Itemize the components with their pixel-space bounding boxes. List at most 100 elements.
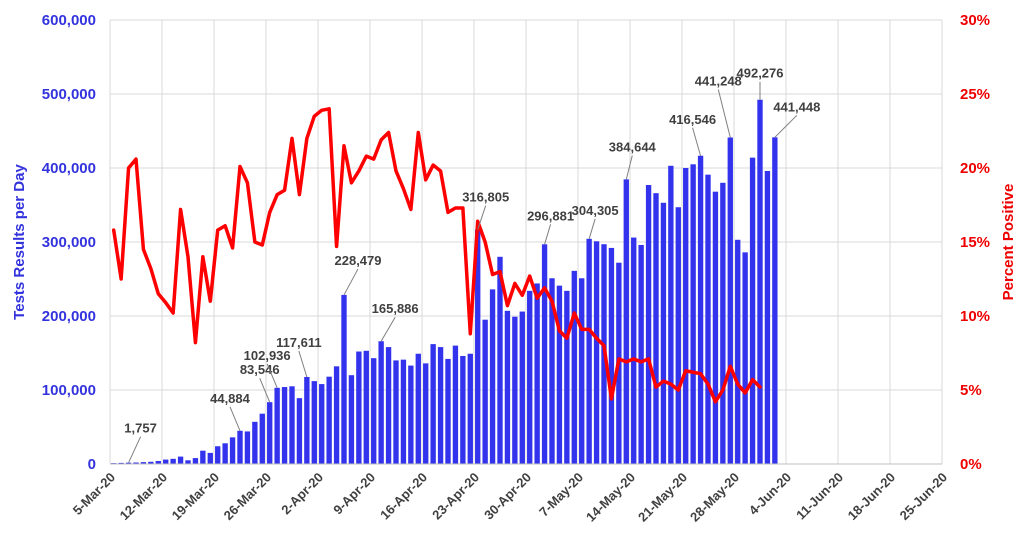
x-tick-label: 18-Jun-20 <box>845 470 899 524</box>
data-label: 228,479 <box>335 253 382 268</box>
data-label: 441,248 <box>695 73 742 88</box>
bar <box>653 193 659 464</box>
y2-tick-label: 30% <box>960 12 990 29</box>
annotation-leader <box>229 406 241 431</box>
data-label: 416,546 <box>669 112 716 127</box>
annotation-leader <box>588 218 596 239</box>
bar <box>675 207 681 464</box>
bar <box>504 310 511 464</box>
data-label: 304,305 <box>572 203 619 218</box>
x-tick-label: 23-Apr-20 <box>429 470 482 523</box>
y2-tick-label: 25% <box>960 86 990 103</box>
gridlines <box>109 19 943 465</box>
bar <box>333 366 340 464</box>
x-tick-label: 2-Apr-20 <box>278 470 326 518</box>
bar <box>593 241 600 464</box>
bar <box>437 347 444 464</box>
bar <box>697 155 704 464</box>
y-tick-label: 0 <box>88 456 96 473</box>
bar <box>319 384 325 464</box>
bar <box>475 229 481 464</box>
bar <box>489 289 496 464</box>
bar <box>133 462 139 464</box>
bar <box>371 358 377 464</box>
bar <box>556 285 563 464</box>
bar <box>712 191 719 464</box>
bar <box>148 461 154 464</box>
bar <box>579 278 585 464</box>
bar <box>549 278 555 464</box>
x-tick-label: 19-Mar-20 <box>169 470 223 524</box>
y2-tick-label: 5% <box>960 382 982 399</box>
y-tick-label: 100,000 <box>42 382 96 399</box>
y-tick-label: 300,000 <box>42 234 96 251</box>
bar <box>467 353 473 464</box>
bar <box>363 350 369 464</box>
y2-tick-label: 15% <box>960 234 990 251</box>
bar <box>378 341 384 464</box>
annotation-leader <box>380 316 396 342</box>
bar <box>155 461 161 464</box>
bar <box>482 319 488 464</box>
x-tick-label: 26-Mar-20 <box>221 470 275 524</box>
bar <box>415 353 421 464</box>
bar <box>527 290 533 464</box>
x-tick-label: 11-Jun-20 <box>793 470 846 523</box>
bar <box>668 165 674 464</box>
bar <box>631 237 637 464</box>
bar <box>534 283 540 464</box>
data-label: 83,546 <box>240 362 280 377</box>
annotation-leader <box>692 127 702 156</box>
bar <box>519 311 525 464</box>
annotation-leader <box>717 89 731 138</box>
bar <box>385 347 392 464</box>
bar <box>207 452 213 464</box>
bar <box>140 462 147 464</box>
bar <box>772 137 778 464</box>
bar <box>252 421 258 464</box>
x-tick-label: 21-May-20 <box>635 470 690 525</box>
y-tick-label: 500,000 <box>42 86 96 103</box>
bar <box>177 456 184 464</box>
bar <box>170 458 176 464</box>
y2-tick-label: 20% <box>960 160 990 177</box>
bar <box>311 381 317 464</box>
bar <box>304 376 310 464</box>
data-label: 165,886 <box>372 301 419 316</box>
bar <box>237 430 243 464</box>
annotation-leader <box>774 114 798 138</box>
bar <box>586 238 592 464</box>
bar <box>267 402 273 464</box>
x-tick-label: 5-Mar-20 <box>70 470 118 518</box>
annotation-leader <box>477 205 487 230</box>
bar <box>460 355 466 464</box>
line-series <box>111 107 762 404</box>
bar <box>512 316 518 464</box>
x-tick-label: 14-May-20 <box>583 470 638 525</box>
bar <box>400 359 407 464</box>
x-tick-label: 28-May-20 <box>687 470 742 525</box>
x-tick-label: 9-Apr-20 <box>330 470 378 518</box>
x-tick-label: 7-May-20 <box>536 470 586 520</box>
bar <box>118 462 124 464</box>
bar <box>749 157 756 464</box>
annotation-leader <box>343 268 359 296</box>
bar <box>296 398 303 464</box>
bar <box>683 168 689 464</box>
bar <box>222 443 228 464</box>
bar <box>645 185 652 464</box>
bar <box>445 358 451 464</box>
data-label: 1,757 <box>124 421 157 436</box>
bar <box>244 431 251 464</box>
y-axis-label: Tests Results per Day <box>11 164 28 320</box>
bar <box>185 460 191 464</box>
y2-tick-label: 10% <box>960 308 990 325</box>
annotation-leader <box>259 377 271 403</box>
x-tick-label: 30-Apr-20 <box>481 470 534 523</box>
annotation-leader <box>625 155 633 180</box>
bar <box>660 202 667 464</box>
y-tick-label: 600,000 <box>42 12 96 29</box>
data-label: 384,644 <box>609 139 657 154</box>
